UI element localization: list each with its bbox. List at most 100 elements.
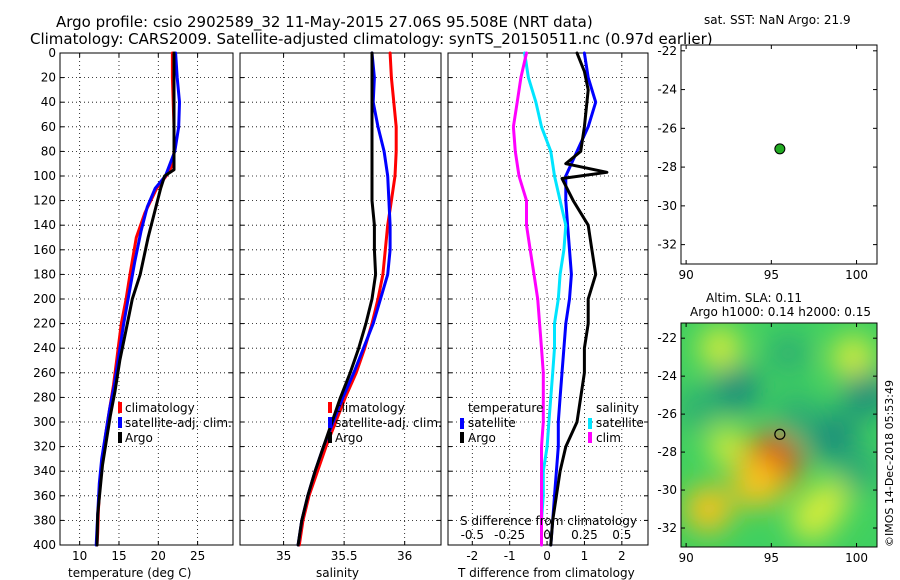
top-tick-label-0-25: -0.25	[494, 528, 525, 542]
y-tick-label-60: 60	[41, 120, 56, 134]
difference-legend: temperature satellite Argo salinity sate…	[460, 401, 644, 445]
sla-anomaly-4	[806, 480, 849, 523]
y-tick-label-80: 80	[41, 144, 56, 158]
temperature-profile-panel: 0 20 40 60 80 100 120 140 160 180 200 220 240 260 280 3…	[33, 46, 234, 563]
x-tick-label-35-5: 35.5	[331, 549, 358, 563]
temperature-legend: climatology satellite-adj. clim. Argo	[118, 401, 232, 445]
y-tick-label-24: -24	[657, 83, 677, 97]
x-tick-label-25: 25	[190, 549, 205, 563]
legend-swatch-t-satellite	[460, 418, 464, 429]
y-tick-label-120: 120	[33, 194, 56, 208]
salinity-x-axis-label: salinity	[316, 566, 359, 580]
sla-anomaly-10	[843, 371, 877, 419]
sst-map-title: sat. SST: NaN Argo: 21.9	[704, 13, 851, 27]
series-line-s-satellite	[523, 51, 568, 547]
map-frame	[680, 322, 878, 548]
legend-title-salinity: salinity	[596, 401, 639, 415]
legend-label-climatology: climatology	[125, 401, 195, 415]
y-tick-label-20: 20	[41, 71, 56, 85]
y-tick-label-30: -30	[657, 483, 677, 497]
sla-map-panel: -22 -24 -26 -28 -30 -32 90 95 100	[657, 322, 878, 565]
x-tick-label-1: -1	[504, 549, 516, 563]
top-tick-label-0-5: 0.5	[612, 528, 631, 542]
y-tick-label-22: -22	[657, 331, 677, 345]
sla-anomaly-12	[681, 388, 717, 429]
argo-location-marker	[774, 428, 786, 440]
legend-label-t-satellite: satellite	[468, 416, 516, 430]
legend-swatch-s-clim	[588, 432, 592, 443]
sla-anomaly-1	[731, 456, 784, 509]
legend-label-satellite: satellite-adj. clim.	[335, 416, 442, 430]
y-tick-label-32: -32	[657, 521, 677, 535]
y-tick-label-32: -32	[657, 238, 677, 252]
y-tick-label-22: -22	[657, 44, 677, 58]
x-tick-label-95: 95	[764, 551, 779, 565]
x-tick-label-90: 90	[678, 551, 693, 565]
difference-x-axis-label: T difference from climatology	[457, 566, 635, 580]
x-tick-label-15: 15	[111, 549, 126, 563]
difference-profile-panel: -2 -1 0 1 2 -0.5 -0.25 0 0.25 0.5	[447, 51, 649, 563]
legend-swatch-argo	[328, 432, 332, 443]
y-tick-label-220: 220	[33, 317, 56, 331]
y-tick-label-28: -28	[657, 445, 677, 459]
top-tick-label-0-5: -0.5	[461, 528, 484, 542]
y-tick-label-200: 200	[33, 292, 56, 306]
legend-label-argo: Argo	[125, 431, 153, 445]
x-tick-label-90: 90	[678, 268, 693, 282]
y-tick-label-140: 140	[33, 218, 56, 232]
legend-label-t-argo: Argo	[468, 431, 496, 445]
map-frame	[680, 44, 878, 265]
legend-label-s-clim: clim	[596, 431, 621, 445]
y-tick-label-380: 380	[33, 513, 56, 527]
sla-anomaly-blur	[681, 326, 877, 541]
x-tick-label-20: 20	[151, 549, 166, 563]
legend-label-argo: Argo	[335, 431, 363, 445]
sla-anomaly-11	[837, 446, 877, 492]
legend-swatch-satellite	[118, 417, 122, 428]
figure-title: Argo profile: csio 2902589_32 11-May-201…	[56, 13, 593, 32]
y-tick-label-24: -24	[657, 369, 677, 383]
x-tick-label-2: -2	[466, 549, 478, 563]
plot-frame	[59, 52, 234, 546]
legend-swatch-t-argo	[460, 432, 464, 443]
top-tick-label-0-25: 0.25	[571, 528, 598, 542]
sla-anomaly-13	[768, 333, 809, 374]
y-tick-label-400: 400	[33, 538, 56, 552]
y-tick-label-0: 0	[48, 46, 56, 60]
x-tick-label-100: 100	[845, 268, 868, 282]
series-line-t-argo	[549, 51, 609, 547]
legend-swatch-satellite	[328, 417, 332, 428]
y-tick-label-40: 40	[41, 95, 56, 109]
x-tick-label-2: 2	[618, 549, 626, 563]
series-line-s-clim	[511, 51, 545, 547]
legend-title-temperature: temperature	[468, 401, 543, 415]
y-tick-label-28: -28	[657, 160, 677, 174]
y-tick-label-26: -26	[657, 407, 677, 421]
salinity-profile-panel: 35 35.5 36	[239, 51, 442, 563]
series-line-climatology	[297, 51, 398, 547]
x-tick-label-10: 10	[72, 549, 87, 563]
x-tick-label-100: 100	[845, 551, 868, 565]
sla-anomaly-14	[708, 427, 746, 466]
argo-location-marker	[774, 143, 786, 155]
x-tick-label-1: 1	[581, 549, 589, 563]
x-tick-label-36: 36	[397, 549, 412, 563]
legend-swatch-climatology	[118, 402, 122, 413]
x-tick-label-95: 95	[764, 268, 779, 282]
sst-map-panel: -22 -24 -26 -28 -30 -32 90 95 100	[657, 44, 878, 282]
sla-anomaly-5	[831, 335, 875, 379]
sla-map-title: Altim. SLA: 0.11	[706, 291, 802, 305]
sla-anomaly-8	[807, 411, 858, 462]
series-line-argo	[95, 51, 176, 547]
legend-swatch-climatology	[328, 402, 332, 413]
y-tick-label-100: 100	[33, 169, 56, 183]
legend-label-satellite: satellite-adj. clim.	[125, 416, 232, 430]
y-tick-label-360: 360	[33, 489, 56, 503]
legend-swatch-argo	[118, 432, 122, 443]
sla-anomaly-6	[699, 326, 742, 369]
sla-map-subtitle: Argo h1000: 0.14 h2000: 0.15	[690, 305, 871, 319]
y-tick-label-30: -30	[657, 199, 677, 213]
difference-top-axis-label: S difference from climatology	[460, 514, 637, 528]
x-tick-label-35: 35	[276, 549, 291, 563]
